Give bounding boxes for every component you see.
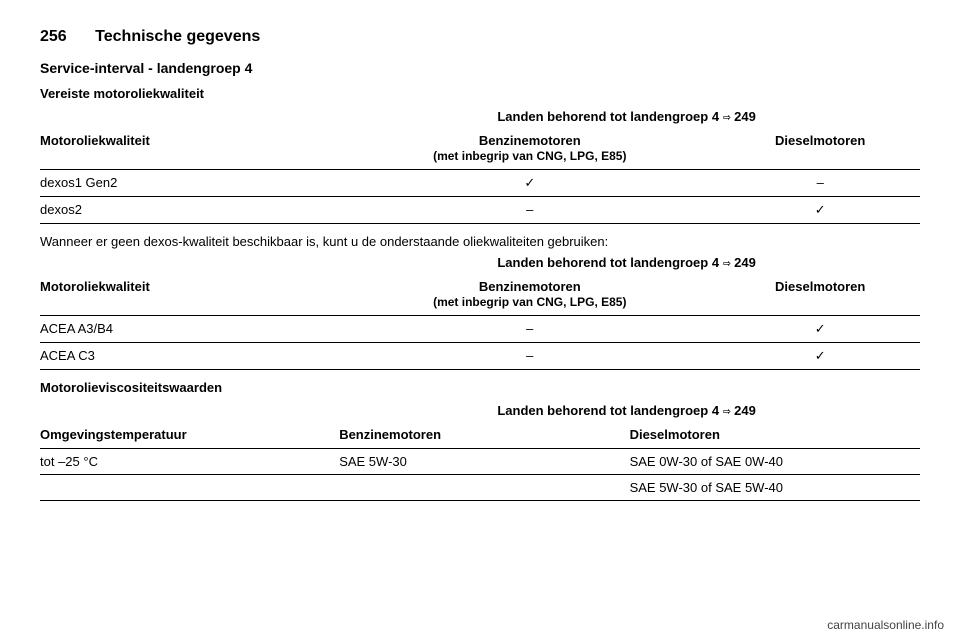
col-diesel: Dieselmotoren — [726, 275, 920, 316]
link-icon: ⇨ — [723, 110, 731, 125]
page-number: 256 — [40, 28, 67, 46]
viscosity-table: Landen behorend tot landengroep 4 ⇨ 249 … — [40, 401, 920, 501]
table-row: dexos2 – ✓ — [40, 197, 920, 224]
check-icon: ✓ — [726, 197, 920, 224]
table-row: ACEA C3 – ✓ — [40, 343, 920, 370]
table-row: tot –25 °C SAE 5W-30 SAE 0W-30 of SAE 0W… — [40, 449, 920, 475]
table-row: SAE 5W-30 of SAE 5W-40 — [40, 475, 920, 501]
check-icon: ✓ — [726, 343, 920, 370]
chapter-title: Technische gegevens — [95, 28, 260, 45]
fallback-note: Wanneer er geen dexos-kwaliteit beschikb… — [40, 234, 920, 249]
page-header: 256 Technische gegevens — [40, 28, 920, 46]
col-diesel: Dieselmotoren — [630, 423, 920, 449]
link-icon: ⇨ — [723, 404, 731, 419]
group-caption: Landen behorend tot landengroep 4 ⇨ 249 — [339, 401, 920, 423]
footer-source: carmanualsonline.info — [827, 618, 944, 632]
col-quality: Motoroliekwaliteit — [40, 129, 339, 170]
col-diesel: Dieselmotoren — [726, 129, 920, 170]
check-icon: ✓ — [726, 316, 920, 343]
check-icon: ✓ — [339, 170, 726, 197]
group-caption: Landen behorend tot landengroep 4 ⇨ 249 — [339, 253, 920, 275]
viscosity-heading: Motorolieviscositeitswaarden — [40, 380, 920, 395]
oil-quality-table: Landen behorend tot landengroep 4 ⇨ 249 … — [40, 107, 920, 224]
table-row: dexos1 Gen2 ✓ – — [40, 170, 920, 197]
col-quality: Motoroliekwaliteit — [40, 275, 339, 316]
col-petrol: Benzinemotoren (met inbegrip van CNG, LP… — [339, 275, 726, 316]
quality-heading: Vereiste motoroliekwaliteit — [40, 86, 920, 101]
link-icon: ⇨ — [723, 256, 731, 271]
table-row: ACEA A3/B4 – ✓ — [40, 316, 920, 343]
col-petrol: Benzinemotoren — [339, 423, 629, 449]
document-page: 256 Technische gegevens Service-interval… — [0, 0, 960, 642]
oil-quality-fallback-table: Landen behorend tot landengroep 4 ⇨ 249 … — [40, 253, 920, 370]
section-title: Service-interval - landengroep 4 — [40, 60, 920, 76]
col-temp: Omgevingstemperatuur — [40, 423, 339, 449]
col-petrol: Benzinemotoren (met inbegrip van CNG, LP… — [339, 129, 726, 170]
group-caption: Landen behorend tot landengroep 4 ⇨ 249 — [339, 107, 920, 129]
